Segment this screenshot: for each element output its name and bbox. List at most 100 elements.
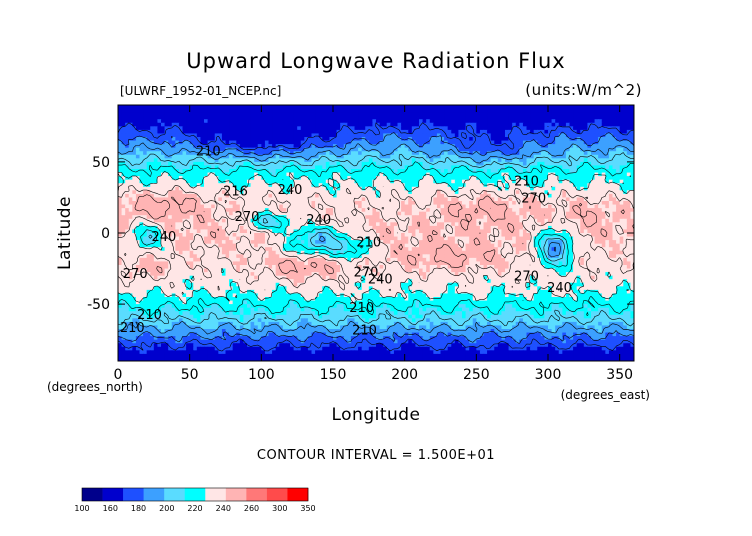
heatmap-cell xyxy=(343,105,348,110)
heatmap-cell xyxy=(218,112,223,117)
heatmap-cell xyxy=(386,172,391,177)
heatmap-cell xyxy=(397,172,402,177)
heatmap-cell xyxy=(505,129,510,135)
heatmap-cell xyxy=(333,115,338,120)
heatmap-cell xyxy=(354,222,359,227)
heatmap-cell xyxy=(153,204,159,209)
heatmap-cell xyxy=(558,215,563,220)
heatmap-cell xyxy=(426,169,431,174)
heatmap-cell xyxy=(268,112,273,117)
heatmap-cell xyxy=(189,193,194,199)
heatmap-cell xyxy=(583,190,589,195)
heatmap-cell xyxy=(175,147,180,152)
heatmap-cell xyxy=(401,147,406,152)
heatmap-cell xyxy=(211,147,216,152)
heatmap-cell xyxy=(444,144,449,149)
heatmap-cell xyxy=(135,193,141,199)
heatmap-cell xyxy=(178,119,184,124)
heatmap-cell xyxy=(540,137,546,142)
heatmap-cell xyxy=(404,158,409,163)
heatmap-cell xyxy=(182,215,187,220)
heatmap-cell xyxy=(189,179,194,184)
heatmap-cell xyxy=(193,147,198,152)
heatmap-cell xyxy=(429,108,434,113)
heatmap-cell xyxy=(393,186,399,191)
heatmap-cell xyxy=(372,183,377,188)
heatmap-cell xyxy=(555,183,560,188)
heatmap-cell xyxy=(497,204,503,209)
heatmap-cell xyxy=(196,133,202,138)
heatmap-cell xyxy=(390,161,395,167)
heatmap-cell xyxy=(483,193,488,199)
heatmap-cell xyxy=(587,183,592,188)
heatmap-cell xyxy=(612,119,617,124)
heatmap-cell xyxy=(232,108,237,113)
heatmap-cell xyxy=(505,218,510,223)
heatmap-cell xyxy=(268,147,273,152)
heatmap-cell xyxy=(501,126,506,131)
heatmap-cell xyxy=(469,193,474,199)
heatmap-cell xyxy=(422,183,427,188)
heatmap-cell xyxy=(411,172,417,177)
heatmap-cell xyxy=(372,105,377,110)
heatmap-cell xyxy=(390,129,395,135)
heatmap-cell xyxy=(616,208,621,213)
heatmap-cell xyxy=(487,147,492,152)
heatmap-cell xyxy=(229,126,234,131)
heatmap-cell xyxy=(325,197,331,202)
heatmap-cell xyxy=(573,190,578,195)
heatmap-cell xyxy=(465,126,470,131)
heatmap-cell xyxy=(350,204,356,209)
heatmap-cell xyxy=(393,197,399,202)
heatmap-cell xyxy=(286,112,291,117)
heatmap-cell xyxy=(419,183,424,188)
heatmap-cell xyxy=(282,154,288,159)
heatmap-cell xyxy=(128,140,133,145)
heatmap-cell xyxy=(340,161,345,167)
heatmap-cell xyxy=(479,115,485,120)
heatmap-cell xyxy=(125,119,130,124)
heatmap-cell xyxy=(583,158,589,163)
heatmap-cell xyxy=(376,211,381,216)
heatmap-cell xyxy=(483,119,488,124)
heatmap-cell xyxy=(186,122,191,127)
heatmap-cell xyxy=(193,193,198,199)
heatmap-cell xyxy=(329,183,334,188)
heatmap-cell xyxy=(469,133,474,138)
heatmap-cell xyxy=(454,161,460,167)
heatmap-cell xyxy=(300,133,305,138)
heatmap-cell xyxy=(232,165,237,170)
heatmap-cell xyxy=(207,197,212,202)
heatmap-cell xyxy=(601,144,606,149)
heatmap-cells xyxy=(118,105,634,361)
heatmap-cell xyxy=(139,151,144,156)
heatmap-cell xyxy=(229,204,234,209)
heatmap-cell xyxy=(404,161,409,167)
heatmap-cell xyxy=(139,179,144,184)
heatmap-cell xyxy=(479,126,485,131)
heatmap-cell xyxy=(164,147,169,152)
heatmap-cell xyxy=(135,201,141,206)
heatmap-cell xyxy=(300,108,305,113)
heatmap-cell xyxy=(229,225,234,231)
heatmap-cell xyxy=(300,119,305,124)
heatmap-cell xyxy=(247,172,252,177)
heatmap-cell xyxy=(354,201,359,206)
heatmap-cell xyxy=(232,158,237,163)
heatmap-cell xyxy=(411,183,417,188)
heatmap-cell xyxy=(558,154,563,159)
heatmap-cell xyxy=(512,186,517,191)
heatmap-cell xyxy=(533,183,538,188)
heatmap-cell xyxy=(354,147,359,152)
heatmap-cell xyxy=(587,144,592,149)
heatmap-cell xyxy=(178,211,184,216)
heatmap-cell xyxy=(451,190,456,195)
heatmap-cell xyxy=(601,137,606,142)
heatmap-cell xyxy=(307,129,313,135)
heatmap-cell xyxy=(354,161,359,167)
heatmap-cell xyxy=(365,218,370,223)
heatmap-cell xyxy=(612,122,617,127)
heatmap-cell xyxy=(419,147,424,152)
heatmap-cell xyxy=(218,151,223,156)
heatmap-cell xyxy=(526,126,531,131)
